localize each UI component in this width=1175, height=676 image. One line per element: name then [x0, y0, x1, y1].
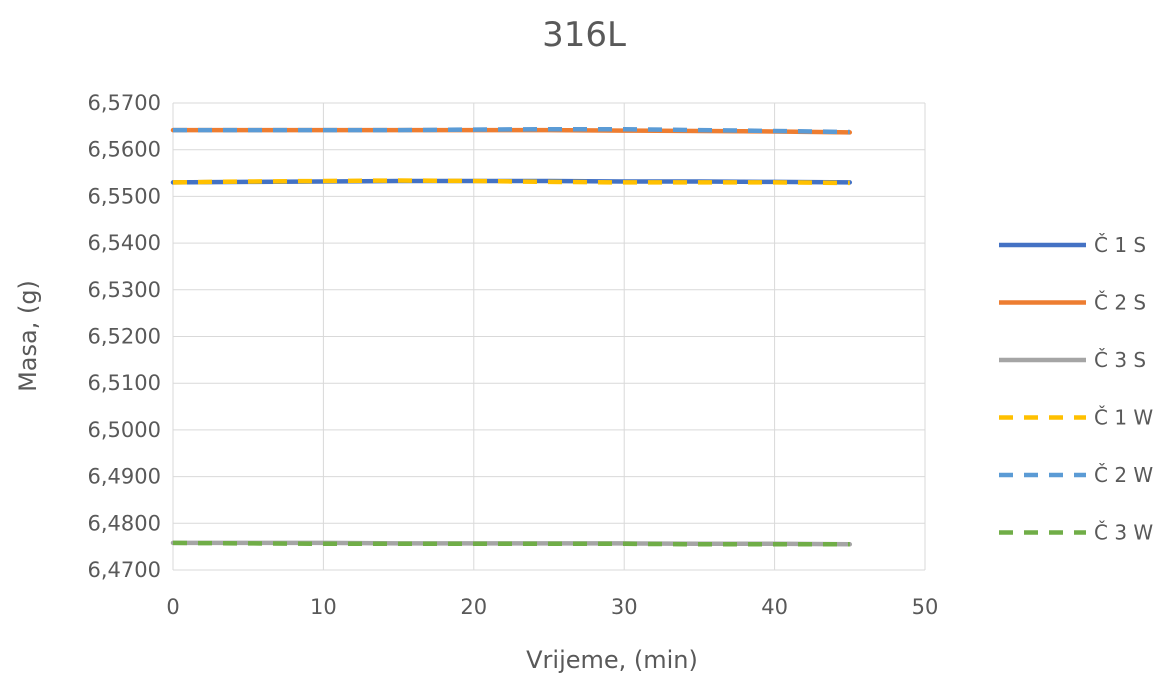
y-axis-ticks: 6,4700 6,4800 6,4900 6,5000 6,5100 6,5200 6,53… [88, 91, 161, 582]
y-axis-label: Masa, (g) [14, 280, 42, 392]
legend-label: Č 3 W [1094, 521, 1153, 545]
series-line-6 [172, 540, 850, 547]
legend-label: Č 2 S [1094, 291, 1146, 315]
x-tick-label: 0 [166, 595, 179, 619]
x-tick-label: 30 [611, 595, 638, 619]
y-tick-label: 6,4800 [88, 511, 161, 535]
y-tick-label: 6,4700 [88, 558, 161, 582]
series-line-4 [172, 178, 850, 186]
y-tick-label: 6,5400 [88, 231, 161, 255]
legend-label: Č 2 W [1094, 463, 1153, 487]
x-tick-label: 50 [912, 595, 939, 619]
y-tick-label: 6,5100 [88, 371, 161, 395]
legend-label: Č 3 S [1094, 348, 1146, 372]
y-tick-label: 6,5700 [88, 91, 161, 115]
y-tick-label: 6,5600 [88, 138, 161, 162]
series-lines [170, 126, 853, 547]
x-axis-label: Vrijeme, (min) [526, 646, 698, 674]
y-tick-label: 6,4900 [88, 465, 161, 489]
legend-item: Č 2 S [999, 291, 1146, 315]
x-tick-label: 10 [310, 595, 337, 619]
series-line-5 [173, 126, 850, 135]
legend-item: Č 3 S [999, 348, 1146, 372]
x-tick-label: 40 [761, 595, 788, 619]
y-tick-label: 6,5000 [88, 418, 161, 442]
legend-label: Č 1 W [1094, 406, 1153, 430]
x-axis-ticks: 0 10 20 30 40 50 [166, 595, 938, 619]
x-tick-label: 20 [460, 595, 487, 619]
legend-item: Č 3 W [999, 521, 1153, 545]
y-tick-label: 6,5500 [88, 184, 161, 208]
y-tick-label: 6,5200 [88, 325, 161, 349]
chart-title: 316L [542, 15, 626, 55]
gridlines [172, 102, 926, 571]
y-tick-label: 6,5300 [88, 278, 161, 302]
legend-label: Č 1 S [1094, 233, 1146, 257]
legend: Č 1 S Č 2 S Č 3 S Č 1 W Č 2 W Č 3 W [999, 233, 1153, 545]
legend-item: Č 2 W [999, 463, 1153, 487]
legend-item: Č 1 W [999, 406, 1153, 430]
legend-item: Č 1 S [999, 233, 1146, 257]
